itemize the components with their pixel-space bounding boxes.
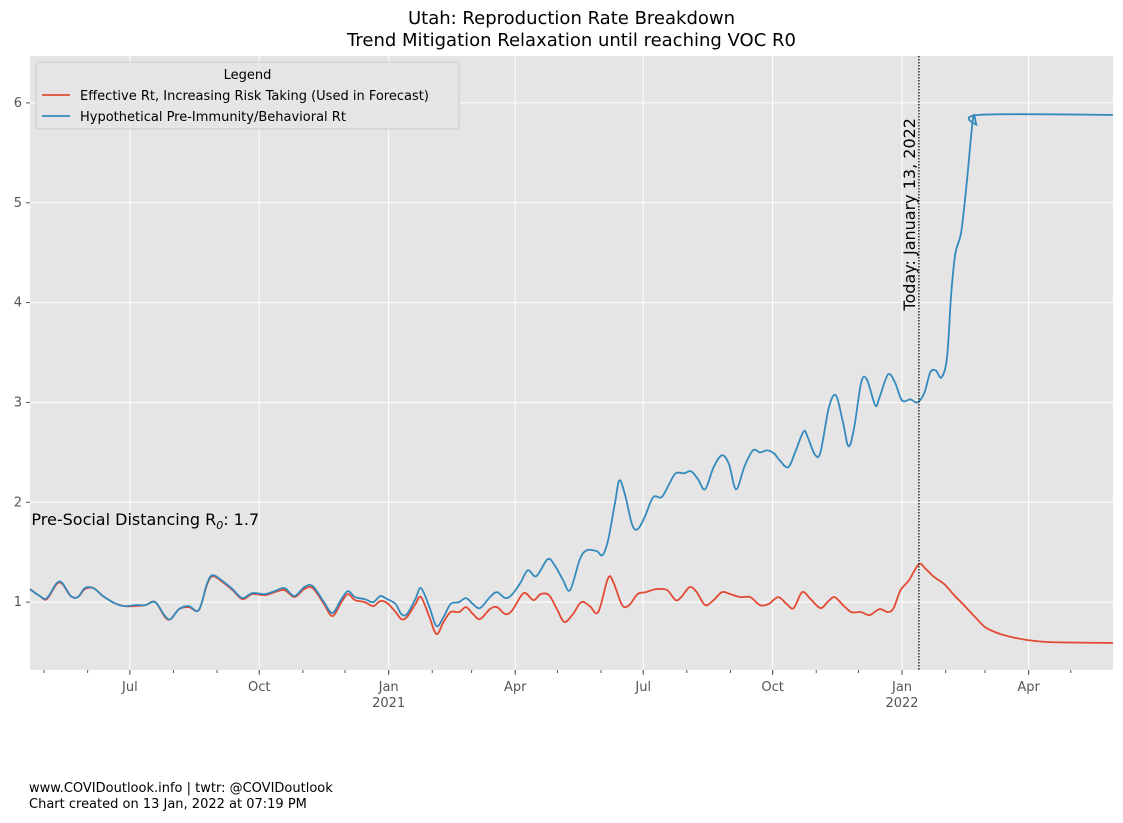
series-layer	[29, 113, 1114, 644]
x-tick-label: Jul	[121, 680, 138, 695]
chart-title-line-2: Trend Mitigation Relaxation until reachi…	[347, 30, 796, 51]
x-tick-label: Oct	[761, 680, 783, 695]
legend-title: Legend	[224, 68, 272, 83]
plot-area	[30, 56, 1113, 670]
legend: Legend Effective Rt, Increasing Risk Taki…	[35, 61, 460, 130]
footer-created-line: Chart created on 13 Jan, 2022 at 07:19 P…	[29, 797, 307, 812]
pre-distancing-r0-label: Pre-Social Distancing R0: 1.7	[31, 510, 259, 532]
x-tick-year-label: 2022	[885, 696, 918, 711]
legend-box	[35, 61, 460, 130]
hypothetical-rt-line	[29, 113, 1114, 628]
y-tick-label: 5	[14, 196, 22, 211]
gridlines	[30, 56, 1113, 670]
legend-entry-label: Effective Rt, Increasing Risk Taking (Us…	[80, 89, 429, 104]
footer-site-line: www.COVIDoutlook.info | twtr: @COVIDoutl…	[29, 781, 333, 796]
y-tick-label: 6	[14, 96, 22, 111]
x-tick-label: Jan	[891, 680, 912, 695]
today-label: Today: January 13, 2022	[900, 118, 919, 312]
annotation-layer: Today: January 13, 2022 Pre-Social Distan…	[31, 56, 920, 670]
x-tick-label: Apr	[1017, 680, 1040, 695]
legend-entry-label: Hypothetical Pre-Immunity/Behavioral Rt	[80, 110, 346, 125]
y-tick-label: 4	[14, 296, 22, 311]
x-tick-label: Oct	[248, 680, 270, 695]
y-tick-label: 3	[14, 395, 22, 410]
chart-title-line-1: Utah: Reproduction Rate Breakdown	[407, 8, 736, 29]
x-tick-label: Jan	[378, 680, 399, 695]
x-tick-label: Apr	[504, 680, 527, 695]
y-tick-label: 1	[14, 595, 22, 610]
y-tick-label: 2	[14, 495, 22, 510]
x-tick-label: Jul	[634, 680, 651, 695]
x-tick-year-label: 2021	[372, 696, 405, 711]
